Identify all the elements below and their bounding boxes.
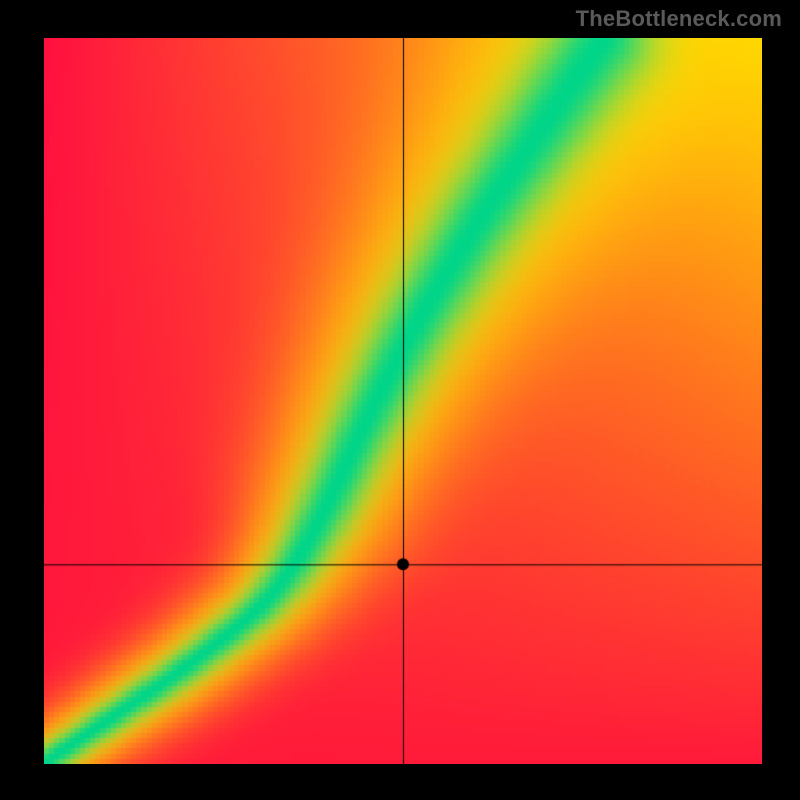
watermark-text: TheBottleneck.com bbox=[576, 6, 782, 32]
heatmap-plot bbox=[44, 38, 762, 764]
heatmap-canvas bbox=[44, 38, 762, 764]
chart-container: TheBottleneck.com bbox=[0, 0, 800, 800]
